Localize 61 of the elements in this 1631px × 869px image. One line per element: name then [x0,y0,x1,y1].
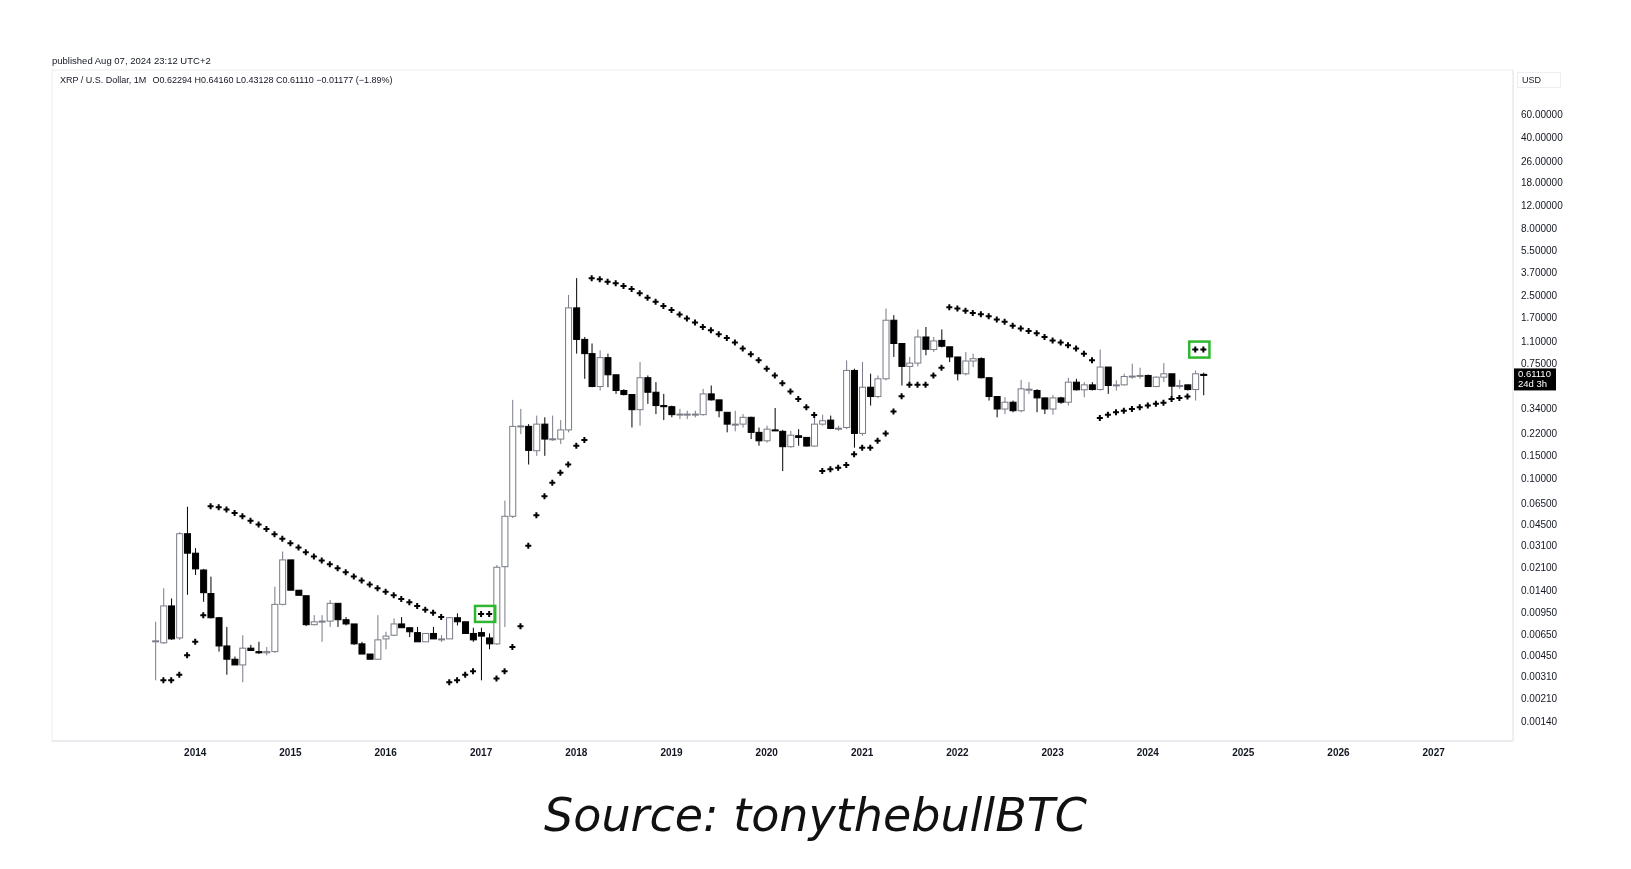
candlestick [1192,369,1200,402]
x-tick-label: 2020 [755,747,779,759]
x-tick-label: 2021 [851,747,874,759]
y-tick-label: 0.02100 [1521,562,1558,574]
y-tick-label: 0.75000 [1521,358,1558,370]
source-note: Source: tonythebullBTC [543,788,1088,842]
y-tick-label: 0.00310 [1521,671,1558,683]
y-tick-label: 0.01400 [1521,585,1558,597]
candlestick [723,411,731,433]
y-tick-label: 0.15000 [1521,450,1558,462]
x-tick-label: 2014 [184,747,207,759]
candlestick [541,416,549,457]
y-tick-label: 0.04500 [1521,518,1558,530]
y-tick-label: 18.00000 [1521,177,1564,189]
text: 0.61110 24d 3h [1518,368,1551,390]
x-tick-label: 2022 [946,747,969,759]
candlestick [1049,394,1057,416]
candlestick [1200,372,1208,396]
y-tick-label: 1.10000 [1521,336,1558,348]
y-tick-label: 0.00210 [1521,693,1558,705]
y-tick-label: 0.00650 [1521,628,1558,640]
x-tick-label: 2027 [1422,747,1446,759]
y-tick-label: 0.00950 [1521,607,1558,619]
x-tick-label: 2024 [1136,747,1160,759]
y-tick-label: 2.50000 [1521,289,1558,301]
candlestick [867,373,875,407]
y-tick-label: 8.00000 [1521,223,1558,235]
candlestick [922,326,930,356]
y-tick-label: 0.00450 [1521,649,1558,661]
candlestick [1001,396,1009,415]
x-tick-label: 2015 [279,747,302,759]
y-tick-label: 0.34000 [1521,403,1558,415]
y-tick-label: 26.00000 [1521,156,1564,168]
candlestick [247,644,255,651]
x-tick-label: 2018 [565,747,588,759]
candlestick [1096,349,1104,392]
candlestick [1064,377,1072,407]
text: XRP / U.S. Dollar, 1M [60,75,147,85]
y-axis-title: USD [1517,72,1561,88]
y-tick-label: 1.70000 [1521,311,1558,323]
y-tick-label: 0.10000 [1521,473,1558,485]
y-tick-label: 60.00000 [1521,108,1564,120]
y-tick-label: 0.06500 [1521,497,1558,509]
x-tick-label: 2026 [1327,747,1351,759]
text: O0.62294 H0.64160 L0.43128 C0.61110 −0.01177 (−1.89%) [152,75,393,85]
x-tick-label: 2017 [469,747,493,759]
y-tick-label: 5.50000 [1521,244,1558,256]
y-tick-label: 0.03100 [1521,539,1558,551]
x-tick-label: 2016 [374,747,398,759]
candlestick [255,641,263,655]
candlestick [1104,366,1112,395]
candlestick [239,634,247,683]
y-tick-label: 0.22000 [1521,428,1558,440]
x-tick-label: 2023 [1041,747,1065,759]
x-tick-label: 2025 [1232,747,1255,759]
text: published Aug 07, 2024 23:12 UTC+2 [52,55,211,66]
y-tick-label: 3.70000 [1521,267,1558,279]
x-tick-label: 2019 [660,747,684,759]
y-tick-label: 12.00000 [1521,200,1564,212]
y-tick-label: 40.00000 [1521,131,1564,143]
y-tick-label: 0.00140 [1521,716,1558,728]
